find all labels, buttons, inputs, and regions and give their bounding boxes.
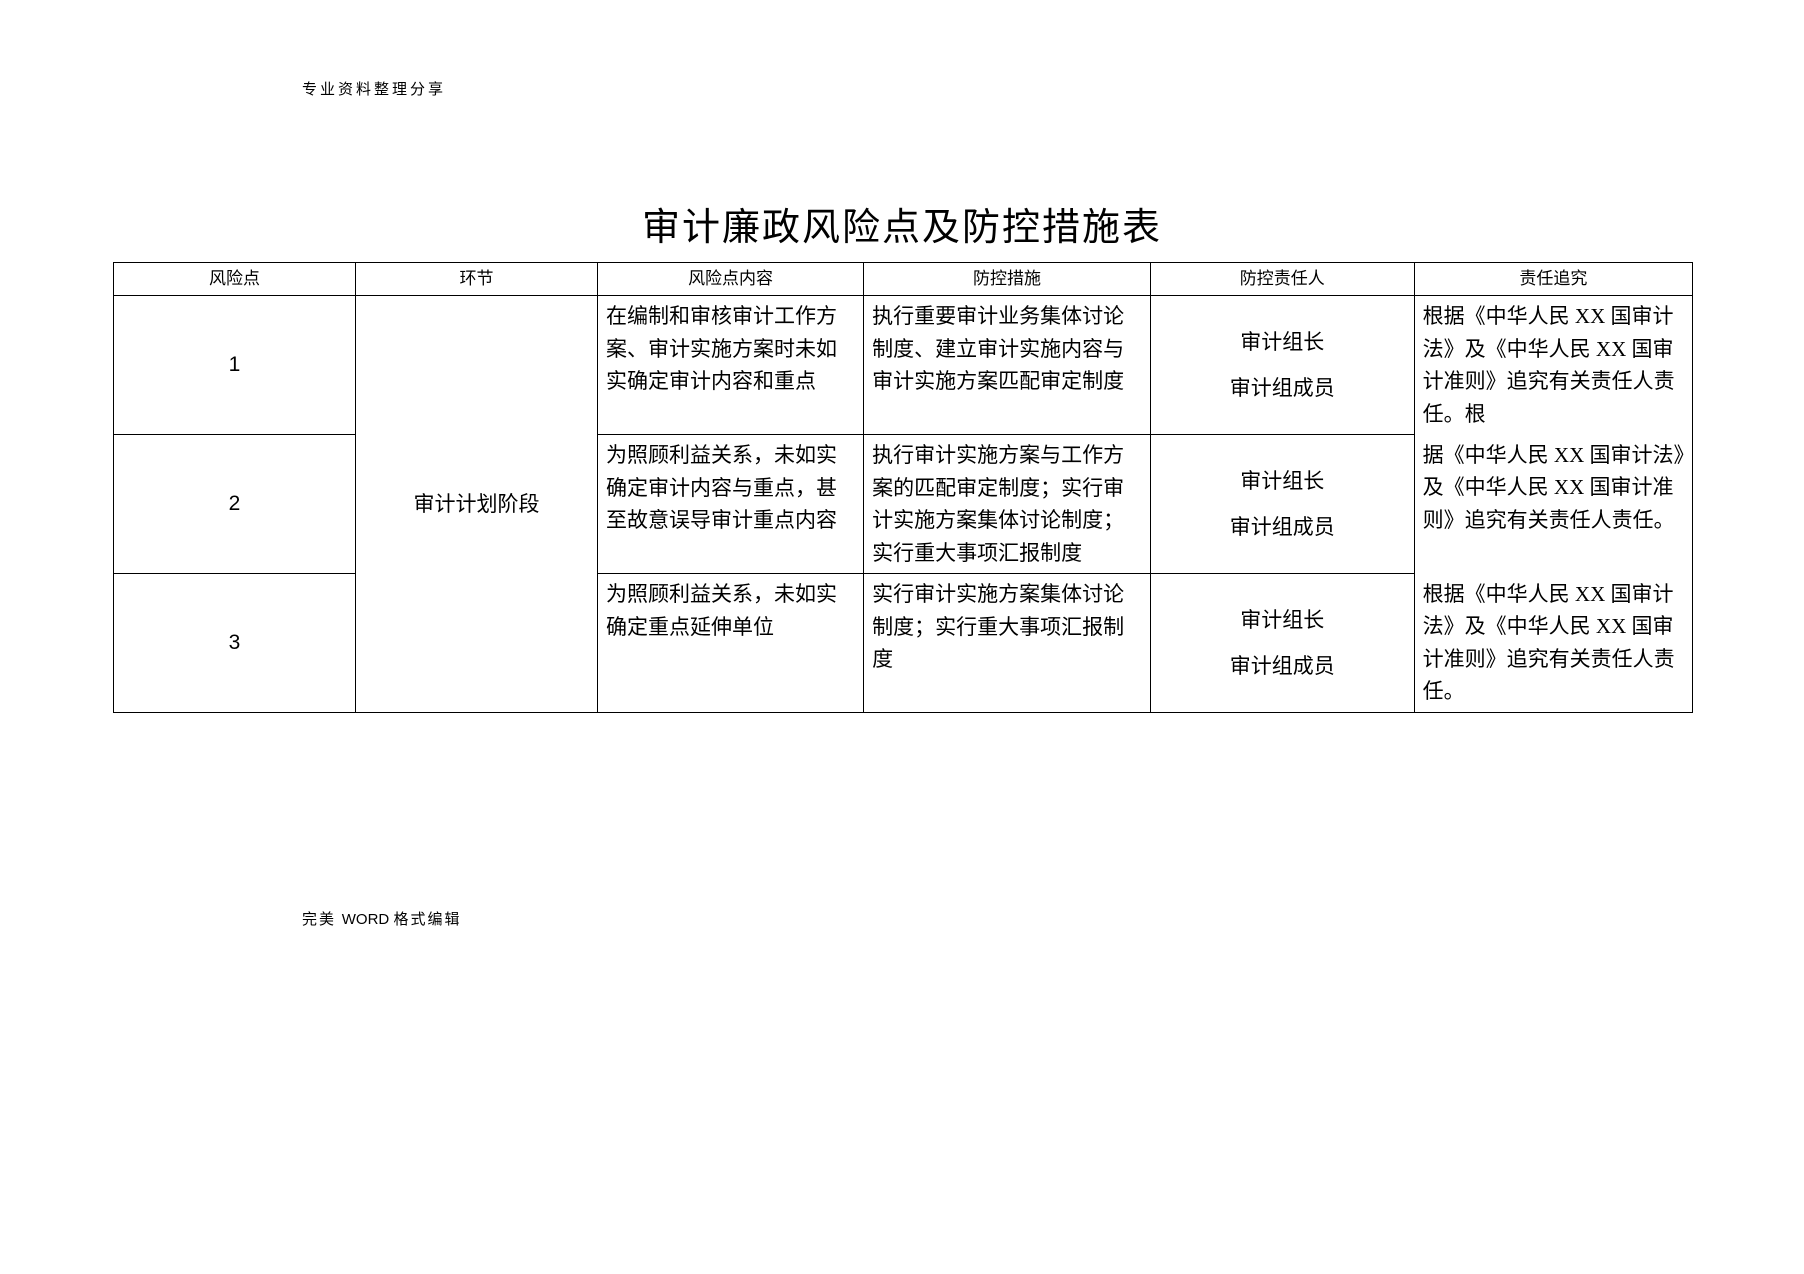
owner-1: 审计组长 审计组成员: [1150, 296, 1414, 435]
col-accountability: 责任追究: [1414, 263, 1692, 296]
stage-merged: 审计计划阶段: [355, 296, 597, 713]
owner-2b: 审计组成员: [1159, 504, 1406, 550]
table-row: 2 为照顾利益关系，未如实确定审计内容与重点，甚至故意误导审计重点内容 执行审计…: [114, 435, 1693, 574]
measure-1: 执行重要审计业务集体讨论制度、建立审计实施内容与审计实施方案匹配审定制度: [864, 296, 1151, 435]
acc-1: 根据《中华人民 XX 国审计法》及《中华人民 XX 国审计准则》追究有关责任人责…: [1414, 296, 1692, 435]
content-3: 为照顾利益关系，未如实确定重点延伸单位: [597, 574, 863, 713]
page-title: 审计廉政风险点及防控措施表: [0, 196, 1804, 251]
owner-2: 审计组长 审计组成员: [1150, 435, 1414, 574]
owner-3b: 审计组成员: [1159, 643, 1406, 689]
footer-note-a: 完美: [302, 912, 342, 928]
owner-3: 审计组长 审计组成员: [1150, 574, 1414, 713]
owner-2a: 审计组长: [1159, 458, 1406, 504]
footer-note-b: WORD: [342, 911, 394, 928]
risk-num-2: 2: [114, 435, 356, 574]
footer-note-c: 格式编辑: [393, 912, 461, 928]
col-owner: 防控责任人: [1150, 263, 1414, 296]
footer-note: 完美 WORD 格式编辑: [302, 908, 461, 929]
content-1: 在编制和审核审计工作方案、审计实施方案时未如实确定审计内容和重点: [597, 296, 863, 435]
measure-3: 实行审计实施方案集体讨论制度；实行重大事项汇报制度: [864, 574, 1151, 713]
acc-2: 据《中华人民 XX 国审计法》及《中华人民 XX 国审计准则》追究有关责任人责任…: [1414, 435, 1692, 574]
measure-2: 执行审计实施方案与工作方案的匹配审定制度；实行审计实施方案集体讨论制度；实行重大…: [864, 435, 1151, 574]
risk-table: 风险点 环节 风险点内容 防控措施 防控责任人 责任追究 1 审计计划阶段 在编…: [113, 262, 1693, 713]
main-table-wrap: 风险点 环节 风险点内容 防控措施 防控责任人 责任追究 1 审计计划阶段 在编…: [113, 262, 1693, 713]
col-content: 风险点内容: [597, 263, 863, 296]
col-stage: 环节: [355, 263, 597, 296]
owner-1a: 审计组长: [1159, 319, 1406, 365]
table-row: 1 审计计划阶段 在编制和审核审计工作方案、审计实施方案时未如实确定审计内容和重…: [114, 296, 1693, 435]
header-note: 专业资料整理分享: [302, 78, 446, 99]
acc-3: 根据《中华人民 XX 国审计法》及《中华人民 XX 国审计准则》追究有关责任人责…: [1414, 574, 1692, 713]
col-risk-point: 风险点: [114, 263, 356, 296]
risk-num-3: 3: [114, 574, 356, 713]
table-row: 3 为照顾利益关系，未如实确定重点延伸单位 实行审计实施方案集体讨论制度；实行重…: [114, 574, 1693, 713]
owner-1b: 审计组成员: [1159, 365, 1406, 411]
owner-3a: 审计组长: [1159, 597, 1406, 643]
content-2: 为照顾利益关系，未如实确定审计内容与重点，甚至故意误导审计重点内容: [597, 435, 863, 574]
table-header-row: 风险点 环节 风险点内容 防控措施 防控责任人 责任追究: [114, 263, 1693, 296]
col-measure: 防控措施: [864, 263, 1151, 296]
risk-num-1: 1: [114, 296, 356, 435]
